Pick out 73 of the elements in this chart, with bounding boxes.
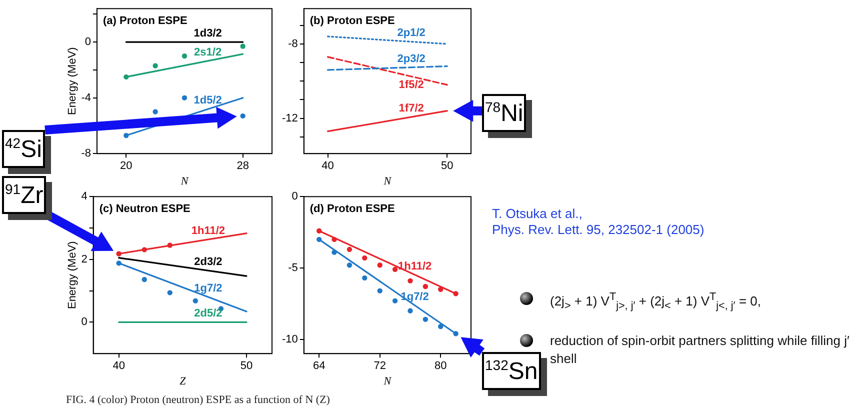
point xyxy=(362,275,368,281)
point xyxy=(438,324,444,330)
point xyxy=(346,246,352,252)
point xyxy=(392,266,398,272)
x-tick-label: 28 xyxy=(236,160,249,172)
y-tick-label: 4 xyxy=(81,190,88,203)
text: T. Otsuka et al., xyxy=(492,206,582,221)
point xyxy=(152,109,158,114)
point xyxy=(377,262,382,268)
annotation: $^{132}$Sn xyxy=(482,352,541,390)
annotation: $^{78}$Ni xyxy=(482,94,526,132)
y-tick-label: -5 xyxy=(288,262,298,274)
y-tick-label: -8 xyxy=(288,38,298,50)
x-tick-label: 72 xyxy=(374,360,386,372)
text: (2j$_{>}$ + 1) V$^{T}$$_{j>, j′}$ + (2j$_{<}$ + 1) V$^{T}$$_{j<, j′}$ = 0, xyxy=(550,291,762,312)
series-label: 2s1/2 xyxy=(194,46,222,58)
series-label: 1h11/2 xyxy=(398,260,432,272)
text: (d) Proton ESPE xyxy=(310,203,395,216)
text: (b) Proton ESPE xyxy=(310,15,395,28)
y-tick-label: 2 xyxy=(81,253,88,266)
point xyxy=(192,298,198,304)
series-label: 2d3/2 xyxy=(194,256,222,268)
series-label: 1f5/2 xyxy=(398,78,424,91)
text: Phys. Rev. Lett. 95, 232502-1 (2005) xyxy=(492,222,704,237)
point xyxy=(240,44,246,49)
y-tick-label: 0 xyxy=(84,36,91,48)
x-axis-title: N xyxy=(382,175,392,188)
x-tick-label: 50 xyxy=(441,160,454,172)
point xyxy=(408,278,413,284)
point xyxy=(392,298,398,304)
x-tick-label: 40 xyxy=(322,160,334,172)
point xyxy=(377,288,382,294)
point xyxy=(167,290,172,296)
text: (a) Proton ESPE xyxy=(102,15,188,28)
series-label: 1d5/2 xyxy=(194,94,222,107)
y-tick-label: -12 xyxy=(282,112,298,124)
y-tick-label: 0 xyxy=(81,316,88,328)
y-axis-title: Energy (MeV) xyxy=(66,241,79,310)
y-tick-label: 0 xyxy=(292,190,298,203)
point xyxy=(182,53,188,59)
point xyxy=(422,316,428,322)
x-tick-label: 50 xyxy=(240,360,253,372)
x-tick-label: 20 xyxy=(120,160,132,172)
x-axis-title: Z xyxy=(180,375,187,388)
caption: FIG. 4 (color) Proton (neutron) ESPE as a function of N (Z) xyxy=(66,394,330,406)
y-axis-title: Energy (MeV) xyxy=(66,47,79,116)
point xyxy=(408,308,413,314)
y-tick-label: -4 xyxy=(81,92,91,104)
x-axis-title: N xyxy=(382,375,392,388)
x-tick-label: 80 xyxy=(434,360,447,372)
y-tick-label: -10 xyxy=(282,333,298,346)
series-label: 1f7/2 xyxy=(398,102,424,115)
point xyxy=(346,262,352,268)
text: reduction of spin-orbit partners splitting while filling j′ shell xyxy=(550,332,850,368)
text: $^{91}$Zr xyxy=(2,176,46,214)
series-label: 1d3/2 xyxy=(194,28,222,40)
series-label: 1g7/2 xyxy=(194,282,222,295)
point xyxy=(182,95,188,100)
point xyxy=(142,276,147,282)
series-label: 2p1/2 xyxy=(397,27,426,40)
x-tick-label: 40 xyxy=(112,360,125,372)
x-axis-title: N xyxy=(180,175,189,188)
y-tick-label: -8 xyxy=(81,148,91,160)
point xyxy=(240,113,246,119)
point xyxy=(422,284,428,290)
x-tick-label: 64 xyxy=(312,360,326,372)
point xyxy=(362,255,368,261)
series-label: 2p3/2 xyxy=(397,52,426,65)
text: (c) Neutron ESPE xyxy=(99,203,190,216)
series-label: 2d5/2 xyxy=(194,308,222,320)
series-label: 1h11/2 xyxy=(191,224,226,237)
text: $^{42}$Si xyxy=(2,130,45,168)
point xyxy=(152,63,158,68)
